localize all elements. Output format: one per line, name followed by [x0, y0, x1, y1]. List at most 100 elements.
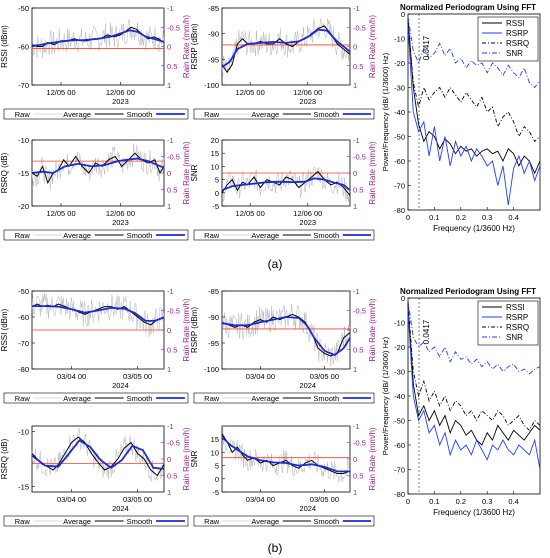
a-snr-ytick-label: 20: [211, 136, 219, 145]
a-rsrq-y2tick-label: 0: [167, 169, 171, 178]
b-fft-rsrq-line: [407, 302, 541, 432]
b-rssi-legend-average-label: Average: [63, 394, 91, 403]
b-rsrp-legend-average-label: Average: [251, 394, 279, 403]
b-rsrq-y2tick-label: -0.5: [167, 439, 180, 448]
panel-a-fft: Normalized Periodogram Using FFT 0.0417 -8…: [381, 3, 541, 233]
b-rssi-ylabel: RSSI (dBm): [0, 308, 9, 351]
b-rssi-ytick-label: -70: [18, 339, 29, 348]
a-fft-xtick-label: 0.3: [482, 213, 492, 222]
b-rsrq-xtick-label: 03/05 00: [123, 495, 152, 504]
a-fft-xtick-label: 0.4: [508, 213, 518, 222]
a-fft-rsrp-line: [407, 26, 541, 206]
a-fft-annotation: 0.0417: [422, 35, 431, 60]
a-rsrp-y2tick-label: 0: [353, 43, 357, 52]
b-rsrq-y2tick-label: -1: [167, 422, 174, 431]
a-rssi-xtick-label: 12/06 00: [106, 88, 135, 97]
a-rsrp-y2tick-label: 1: [353, 81, 357, 90]
panel-a-rsrp: -100 -95 -90 -85 -1 -0.5 0 0.5 1 12/05 00 12/06 00…: [190, 4, 377, 120]
panel-b-fft: Normalized Periodogram Using FFT 0.0417 -8…: [381, 287, 541, 517]
a-rsrp-legend-raw-label: Raw: [204, 110, 220, 119]
b-fft-legend-rsrp-label: RSRP: [506, 313, 528, 322]
a-rsrq-ytick-label: -10: [18, 136, 29, 145]
a-snr-legend-average-label: Average: [251, 231, 279, 240]
a-rssi-legend-raw-label: Raw: [15, 110, 31, 119]
a-snr-ytick-label: -5: [212, 202, 219, 211]
a-fft-legend-box: [477, 16, 539, 62]
b-rsrp-ylabel: RSRP (dBm): [190, 307, 199, 353]
b-rsrp-ytick-label: -95: [208, 339, 219, 348]
a-rsrp-xtick-label: 12/05 00: [236, 88, 265, 97]
b-fft-legend-box: [477, 300, 539, 346]
b-fft-ytick-label: -20: [394, 343, 405, 352]
a-rssi-y2tick-label: 0: [167, 43, 171, 52]
a-rsrp-y2tick-label: 0.5: [353, 62, 363, 71]
a-rssi-year-label: 2023: [112, 97, 129, 106]
a-rsrp-year-label: 2023: [299, 97, 316, 106]
a-fft-xtick-label: 0: [406, 213, 410, 222]
a-snr-y2tick-label: -1: [353, 136, 360, 145]
b-fft-xtick-label: 0.4: [508, 497, 518, 506]
b-rssi-ytick-label: -60: [18, 313, 29, 322]
a-fft-legend-snr-label: SNR: [506, 49, 523, 58]
a-rssi-plot-area: [31, 7, 165, 86]
b-snr-xtick-label: 03/04 00: [246, 495, 275, 504]
b-rsrp-ytick-label: -100: [204, 365, 219, 374]
a-snr-legend-raw-label: Raw: [204, 231, 220, 240]
b-snr-y2tick-label: -0.5: [353, 439, 366, 448]
a-rsrp-y2tick-label: -0.5: [353, 23, 366, 32]
a-rsrp-xtick-label: 12/06 00: [293, 88, 322, 97]
b-rsrq-y2tick-label: 1: [167, 488, 171, 497]
a-snr-ylabel: SNR: [190, 164, 199, 181]
a-snr-xtick-label: 12/06 00: [293, 209, 322, 218]
panel-a-rsrq: -20 -15 -10 -1 -0.5 0 0.5 1 12/05 00 12/06 002023…: [0, 136, 191, 241]
a-fft-xtick-label: 0.2: [456, 213, 466, 222]
a-fft-ytick-label: -70: [394, 182, 405, 191]
b-snr-y2tick-label: 0.5: [353, 472, 363, 481]
b-rsrp-y2tick-label: 0.5: [353, 346, 363, 355]
a-rsrq-ytick-label: -15: [18, 169, 29, 178]
b-fft-xtick-label: 0: [406, 497, 410, 506]
a-fft-rsrq-line: [407, 21, 541, 143]
b-rsrp-xtick-label: 03/05 00: [310, 372, 339, 381]
a-rsrp-legend-smooth-label: Smooth: [313, 110, 339, 119]
b-rssi-ytick-label: -80: [18, 365, 29, 374]
a-snr-legend-smooth-label: Smooth: [313, 231, 339, 240]
b-snr-y2tick-label: 1: [353, 488, 357, 497]
b-snr-ylabel: SNR: [190, 450, 199, 467]
b-snr-ytick-label: 5: [215, 462, 219, 471]
b-rsrq-y2label: Rain Rate (mm/h): [182, 427, 191, 490]
a-fft-xlabel: Frequency (1/3600 Hz): [433, 224, 515, 233]
b-rsrp-smooth-line: [221, 316, 351, 357]
a-rssi-y2tick-label: 0.5: [167, 62, 177, 71]
a-snr-ytick-label: 0: [215, 189, 219, 198]
a-snr-year-label: 2023: [299, 218, 316, 227]
b-rssi-y2tick-label: -1: [167, 287, 174, 296]
b-rsrq-xtick-label: 03/04 00: [57, 495, 86, 504]
panel-a-rssi: -70 -60 -50 -1 -0.5 0 0.5 1 12/05 00 12/06 002023…: [0, 4, 191, 120]
b-fft-legend-rssi-label: RSSI: [506, 303, 525, 312]
a-snr-smooth-line: [221, 177, 351, 192]
a-rssi-y2tick-label: -0.5: [167, 23, 180, 32]
a-fft-ytick-label: -40: [394, 108, 405, 117]
b-rssi-y2tick-label: 1: [167, 365, 171, 374]
a-rsrp-raw-line: [221, 18, 351, 76]
a-rsrq-y2tick-label: 1: [167, 202, 171, 211]
a-snr-y2tick-label: 0.5: [353, 186, 363, 195]
b-rssi-legend-smooth-label: Smooth: [127, 394, 153, 403]
panel-b-rssi: -80 -70 -60 -50 -1 -0.5 0 0.5 1 03/04 00 03/05 002…: [0, 287, 191, 404]
a-rsrq-legend-smooth-label: Smooth: [127, 231, 153, 240]
a-snr-y2label: Rain Rate (mm/h): [368, 141, 377, 204]
b-fft-snr-line: [407, 300, 541, 375]
a-rssi-legend-average-label: Average: [63, 110, 91, 119]
a-fft-ytick-label: -10: [394, 35, 405, 44]
a-rssi-y2label: Rain Rate (mm/h): [182, 15, 191, 78]
b-rsrp-legend-raw-label: Raw: [204, 394, 220, 403]
a-rssi-ytick-label: -70: [18, 81, 29, 90]
a-fft-ytick-label: -60: [394, 157, 405, 166]
a-rssi-y2tick-label: -1: [167, 4, 174, 13]
b-fft-ytick-label: -50: [394, 417, 405, 426]
a-rsrp-ylabel: RSRP (dBm): [190, 23, 199, 69]
b-rssi-ytick-label: -50: [18, 287, 29, 296]
b-rsrp-y2tick-label: -0.5: [353, 307, 366, 316]
b-snr-smooth-line: [221, 435, 350, 473]
